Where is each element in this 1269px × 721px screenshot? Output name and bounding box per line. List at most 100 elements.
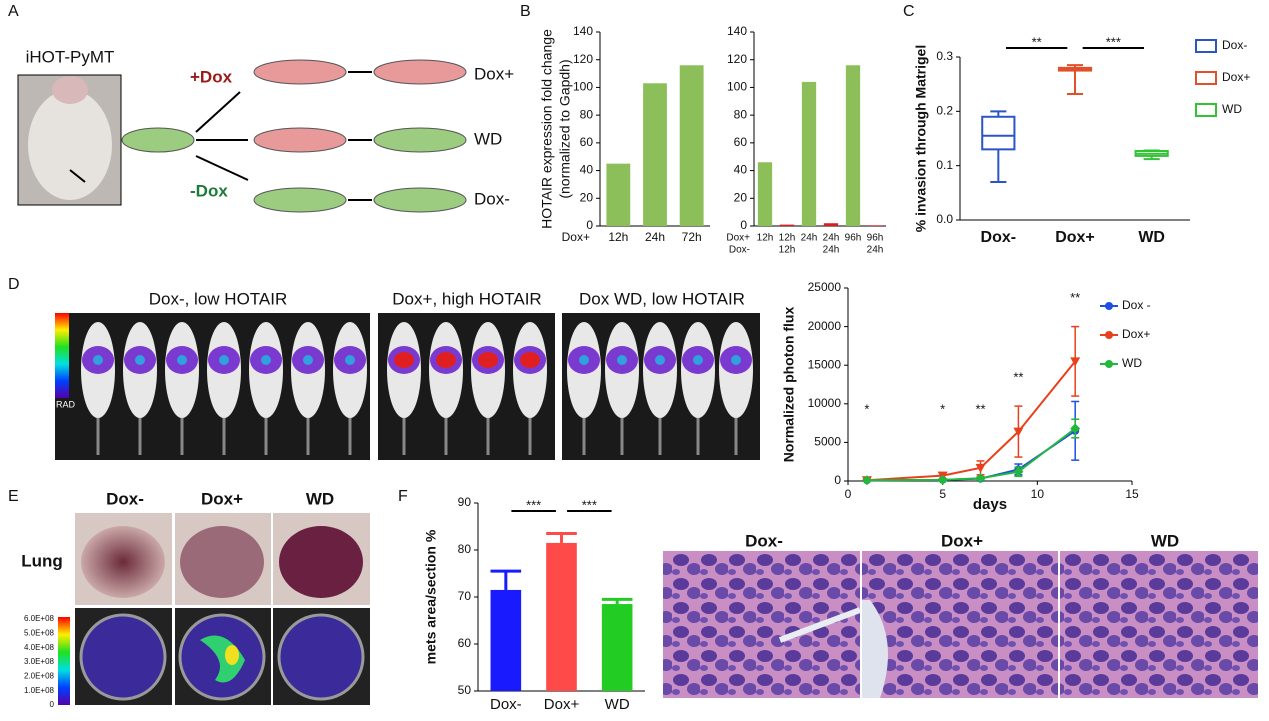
column-label: Dox- — [106, 489, 144, 508]
bar — [845, 65, 861, 226]
column-label: WD — [306, 489, 334, 508]
significance: *** — [582, 497, 597, 512]
x-tick-label: WD — [1138, 229, 1165, 246]
x-tick-label: 96h — [867, 233, 884, 244]
panel-letter: D — [8, 276, 20, 293]
lung-photos — [58, 513, 370, 705]
x-tick-label: Dox- — [490, 696, 522, 713]
signal — [177, 355, 187, 365]
x-tick-label: 10 — [1031, 487, 1045, 501]
panel-letter: B — [520, 3, 531, 20]
point — [1070, 357, 1081, 367]
x-tick-label: 72h — [682, 230, 702, 244]
colorbar-label: 3.0E+08 — [24, 657, 55, 666]
signal — [345, 355, 355, 365]
bar — [490, 589, 522, 691]
bar — [779, 224, 795, 226]
row-label: WD — [474, 129, 502, 148]
legend-label: Dox+ — [1222, 70, 1250, 84]
column-label: WD — [1151, 531, 1179, 550]
legend-marker — [1105, 302, 1113, 310]
colorbar-label: 6.0E+08 — [24, 614, 55, 623]
significance: *** — [1106, 34, 1121, 49]
legend-marker — [1105, 360, 1113, 368]
dox-minus-label: -Dox — [190, 181, 228, 200]
significance: ** — [1070, 290, 1080, 305]
colorbar-label: 5.0E+08 — [24, 628, 55, 637]
point — [937, 474, 948, 485]
signal — [219, 355, 229, 365]
point — [1013, 427, 1024, 437]
x-tick-label: Dox+ — [1055, 229, 1095, 246]
column-label: Dox+ — [201, 489, 243, 508]
series-line — [866, 427, 1076, 482]
box — [981, 115, 1016, 151]
y-tick-label: 120 — [727, 52, 747, 66]
mouse-photo — [17, 74, 122, 206]
y-axis-title: Normalized photon flux — [781, 307, 797, 463]
bar — [546, 542, 577, 691]
y-tick-label: 40 — [734, 163, 748, 177]
x-tick-label: 96h — [845, 233, 862, 244]
signal — [693, 355, 703, 365]
culture-dishes — [121, 59, 467, 213]
y-tick-label: 40 — [580, 163, 594, 177]
row-label: Dox- — [729, 245, 750, 256]
histology-images — [663, 551, 1258, 698]
column-label: Dox- — [745, 531, 783, 550]
signal — [655, 355, 665, 365]
bar — [601, 604, 633, 691]
bar — [606, 163, 631, 226]
colorbar-label: 4.0E+08 — [24, 643, 55, 652]
legend-label: Dox- — [1222, 38, 1247, 52]
x-tick-label: 12h — [757, 233, 774, 244]
panel-letter: C — [903, 3, 915, 20]
y-tick-label: 140 — [573, 24, 593, 38]
signal — [478, 352, 498, 368]
x-tick-label: 0 — [845, 487, 852, 501]
legend-label: WD — [1122, 356, 1142, 370]
x-tick-label: Dox- — [981, 229, 1017, 246]
model-name: iHOT-PyMT — [26, 47, 115, 66]
y-tick-label: 15000 — [808, 357, 842, 371]
legend-swatch — [1195, 39, 1217, 53]
legend-marker — [1105, 331, 1113, 339]
bar — [823, 223, 839, 226]
colorbar-label: 2.0E+08 — [24, 671, 55, 680]
y-tick-label: 60 — [734, 135, 748, 149]
significance: ** — [1032, 34, 1042, 49]
y-axis-title: % invasion through Matrigel — [913, 45, 929, 232]
colorbar-label: 1.0E+08 — [24, 686, 55, 695]
x-axis-title: days — [973, 496, 1007, 513]
y-tick-label: 60 — [458, 636, 472, 650]
image-title: Dox+, high HOTAIR — [392, 289, 541, 308]
signal — [93, 355, 103, 365]
y-tick-label: 10000 — [808, 396, 842, 410]
image-title: Dox WD, low HOTAIR — [579, 289, 745, 308]
bar — [643, 83, 667, 227]
panel-letter: F — [398, 488, 408, 505]
row-label: Dox- — [474, 189, 510, 208]
x-tick-label: 24h — [867, 245, 884, 256]
y-tick-label: 0 — [834, 473, 841, 487]
y-tick-label: 90 — [458, 495, 472, 509]
y-tick-label: 0 — [586, 218, 593, 232]
image-title: Dox-, low HOTAIR — [149, 289, 288, 308]
y-tick-label: 120 — [573, 52, 593, 66]
y-axis-title: HOTAIR expression fold change — [539, 29, 555, 229]
y-tick-label: 100 — [573, 80, 593, 94]
y-tick-label: 80 — [580, 107, 594, 121]
y-tick-label: 20000 — [808, 319, 842, 333]
panel-letter: A — [8, 3, 19, 20]
x-tick-label: 15 — [1125, 487, 1139, 501]
point — [861, 475, 872, 486]
bar — [757, 162, 773, 226]
legend-label: Dox+ — [1122, 327, 1150, 341]
bar — [679, 65, 704, 226]
y-tick-label: 70 — [458, 589, 472, 603]
row-label: Dox+ — [562, 230, 590, 244]
signal — [261, 355, 271, 365]
signal — [520, 352, 540, 368]
y-tick-label: 25000 — [808, 280, 842, 294]
y-tick-label: 80 — [734, 107, 748, 121]
